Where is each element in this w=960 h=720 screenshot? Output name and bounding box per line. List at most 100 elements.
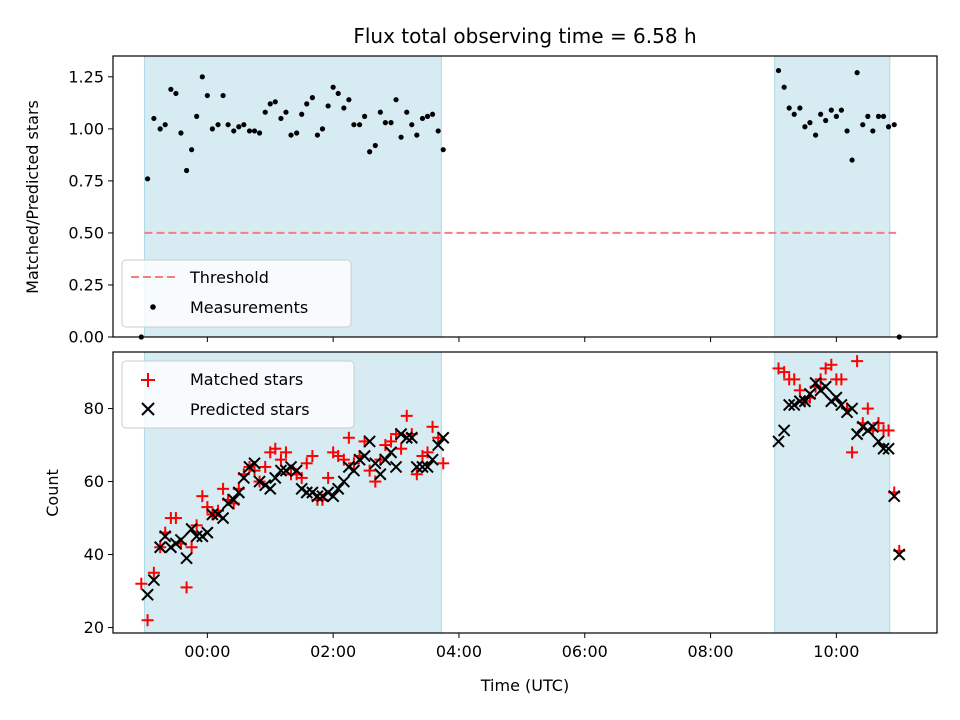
measurement-point [791,111,797,117]
matched-star-point [410,468,423,481]
y-tick-label: 1.25 [68,67,104,86]
measurement-point [429,111,436,117]
matched-star-point [846,446,859,459]
measurement-point [151,115,157,122]
predicted-star-point [416,460,429,474]
y-axis-ticks: 0.00 0.25 0.50 0.75 1.00 1.25 [68,67,113,347]
matched-star-point [872,417,885,430]
measurement-point [414,132,420,138]
measurement-point [844,128,850,134]
predicted-star-point [180,551,193,565]
legend-measurements-label: Measurements [190,298,308,317]
matched-star-point [882,424,895,437]
x-tick-label: 02:00 [310,642,356,661]
matched-star-point [217,482,230,495]
matched-star-point [180,581,193,594]
predicted-star-point [248,457,261,470]
x-tick-label: 08:00 [688,642,734,661]
measurement-point [346,97,352,103]
x-tick-label: 06:00 [562,642,608,661]
y-tick-label: 1.00 [68,119,104,138]
measurement-point [351,122,357,128]
predicted-star-point [819,380,832,393]
matched-star-point [363,464,376,477]
legend-box [121,360,355,429]
x-axis-ticks [206,337,837,342]
measurement-point [173,90,179,97]
measurement-point [144,176,151,182]
measurement-point [309,95,315,101]
matched-star-point [426,420,439,433]
predicted-star-point [190,530,203,543]
measurement-point [246,128,253,134]
predicted-star-point [850,427,864,441]
y-tick-label: 80 [84,399,104,418]
predicted-star-point [872,435,885,448]
predicted-star-point [347,464,361,477]
predicted-star-point [153,541,167,554]
measurement-point [377,109,383,115]
predicted-star-point [866,420,880,434]
measurement-point [220,92,226,99]
predicted-star-point [274,464,288,477]
y-tick-label: 20 [84,618,104,637]
measurement-point [828,107,834,113]
y-tick-label: 40 [84,545,104,564]
matched-star-point [337,453,350,466]
measurement-point [209,126,215,132]
predicted-star-point [374,468,387,481]
measurement-point [781,84,787,90]
legend: Threshold Measurements [121,259,352,328]
predicted-star-point [253,475,266,488]
matched-star-point [825,358,838,371]
predicted-star-point [793,395,807,408]
y-tick-label: 0.75 [68,171,104,190]
measurement-point [885,124,892,130]
measurement-point [409,122,415,128]
measurement-point [330,84,336,90]
measurement-point [367,149,373,155]
measurement-point [440,147,446,153]
measurement-point [838,107,844,113]
matched-star-point [369,475,382,488]
predicted-star-point [337,475,351,488]
measurement-point [183,167,190,174]
predicted-star-point [777,424,791,437]
matched-star-point [306,450,319,463]
predicted-star-point [888,489,901,503]
measurement-point [807,120,813,126]
predicted-star-point [201,526,214,539]
legend-matched-label: Matched stars [190,370,303,389]
matched-star-point [259,460,272,473]
predicted-star-point [384,446,398,459]
measurement-point [215,122,221,128]
predicted-star-point [290,464,303,477]
measurement-point [860,122,866,128]
predicted-stars-points [141,376,906,601]
predicted-star-point [803,387,817,401]
predicted-star-point [174,533,188,547]
matched-star-point [778,366,791,379]
matched-star-point [269,442,282,455]
predicted-star-point [269,471,282,485]
measurement-point [382,120,388,126]
matched-star-point [793,384,806,397]
measurement-point [189,147,195,153]
predicted-star-point [264,482,277,496]
measurement-point [319,126,326,132]
plot-frame [112,351,938,634]
predicted-star-point [893,548,906,561]
measurement-point [168,86,174,92]
predicted-star-point [206,508,219,521]
measurement-point [178,130,184,136]
predicted-star-point [877,442,890,455]
matched-star-point [300,457,313,470]
measurement-point [775,67,782,74]
measurement-point [833,113,839,119]
legend-matched-swatch [141,373,155,387]
measurement-point [372,142,378,149]
y-axis-ticks: 20 40 60 80 [84,399,113,637]
measurement-point [813,132,819,138]
matched-star-point [342,431,355,444]
predicted-star-point [809,376,822,390]
